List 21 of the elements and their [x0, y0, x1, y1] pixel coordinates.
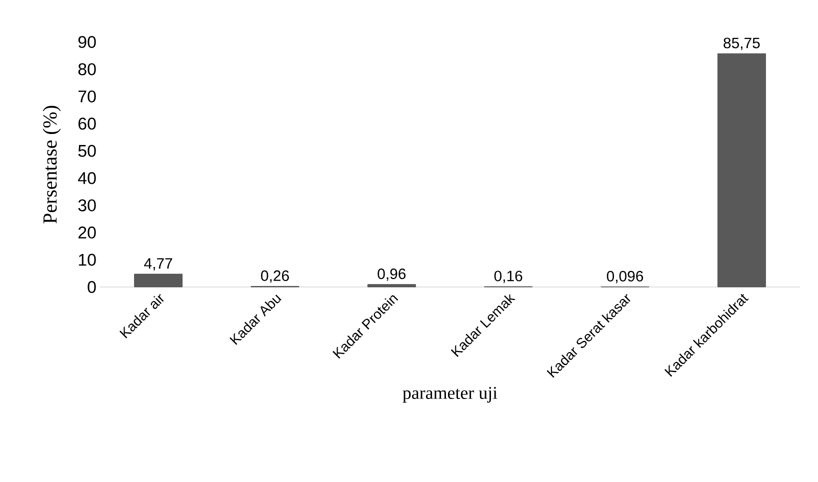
y-tick-label: 40 [78, 172, 96, 184]
data-label: 0,16 [494, 270, 522, 284]
data-label: 0,26 [261, 270, 289, 283]
y-tick-label: 10 [78, 254, 96, 266]
y-tick-label: 50 [78, 144, 96, 157]
data-label: 0,96 [378, 268, 406, 281]
bar [367, 284, 416, 288]
y-tick-label: 90 [78, 36, 96, 48]
bar [717, 53, 766, 288]
y-tick-label: 20 [78, 226, 96, 239]
bar [134, 274, 183, 288]
y-axis-title: Persentase (%) [42, 106, 61, 224]
data-label: 0,096 [606, 270, 644, 284]
y-tick-label: 60 [78, 118, 96, 130]
y-tick-label: 0 [88, 281, 96, 293]
y-tick-label: 30 [78, 199, 96, 212]
y-tick-label: 80 [78, 63, 96, 76]
data-label: 85,75 [724, 38, 760, 50]
data-label: 4,77 [144, 258, 172, 270]
x-axis-title: parameter uji [402, 386, 498, 403]
y-tick-label: 70 [78, 90, 96, 102]
